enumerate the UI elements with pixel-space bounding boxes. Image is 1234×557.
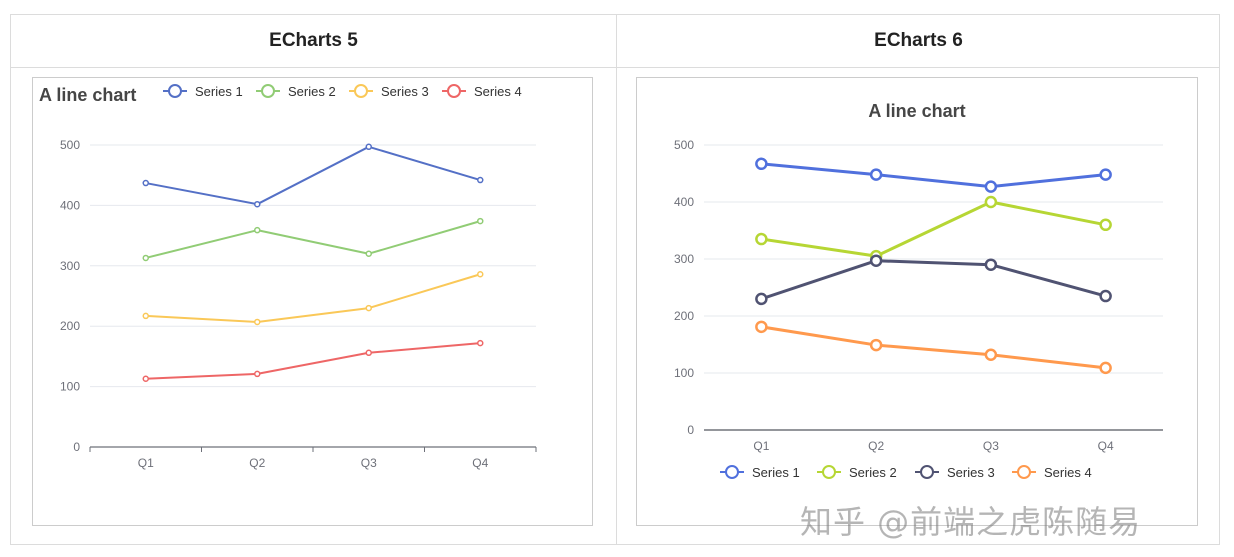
data-point <box>1099 289 1112 303</box>
data-point <box>984 258 998 271</box>
data-point <box>477 217 484 225</box>
data-point <box>254 200 261 208</box>
y-tick-label: 300 <box>60 259 80 273</box>
data-point <box>869 168 883 181</box>
y-tick-label: 500 <box>60 138 80 152</box>
legend-label: Series 4 <box>1044 465 1092 480</box>
legend-item-2[interactable]: Series 2 <box>817 465 897 480</box>
data-point <box>254 318 261 326</box>
legend-circle-icon <box>725 465 739 479</box>
series-line-1 <box>761 162 1106 189</box>
y-tick-label: 300 <box>674 252 694 266</box>
data-point <box>755 292 768 306</box>
series-line-2 <box>761 200 1106 258</box>
series-line-4 <box>145 342 481 380</box>
legend-circle-icon <box>168 84 182 98</box>
series-line-3 <box>760 259 1107 301</box>
data-point <box>755 157 768 171</box>
data-point <box>365 143 372 151</box>
legend-item-2[interactable]: Series 2 <box>256 84 336 99</box>
legend-label: Series 3 <box>381 84 429 99</box>
header-divider <box>11 67 1219 68</box>
data-point <box>984 348 998 362</box>
legend-label: Series 3 <box>947 465 995 480</box>
chart-title: A line chart <box>868 101 965 121</box>
data-point <box>142 179 149 187</box>
legend-circle-icon <box>354 84 368 98</box>
data-point <box>477 176 484 184</box>
x-tick-label: Q1 <box>138 456 154 470</box>
x-tick-label: Q4 <box>1098 439 1114 453</box>
legend-circle-icon <box>1017 465 1031 479</box>
data-point <box>755 232 768 246</box>
column-header-echarts5: ECharts 5 <box>269 30 358 51</box>
data-point <box>365 250 372 257</box>
data-point <box>755 320 768 334</box>
x-tick-label: Q4 <box>472 456 488 470</box>
y-tick-label: 400 <box>60 198 80 212</box>
data-point <box>142 254 149 262</box>
column-divider <box>616 15 617 544</box>
comparison-table: ECharts 5 ECharts 6 <box>10 14 1220 545</box>
x-tick-label: Q2 <box>249 456 265 470</box>
data-point <box>1099 168 1112 181</box>
x-tick-label: Q3 <box>361 456 377 470</box>
data-point <box>869 254 883 267</box>
legend-label: Series 2 <box>288 84 336 99</box>
data-point <box>869 338 883 352</box>
series-line-1 <box>145 145 481 206</box>
watermark: 知乎 @前端之虎陈随易 <box>800 503 1142 541</box>
legend-circle-icon <box>920 465 934 479</box>
legend-label: Series 2 <box>849 465 897 480</box>
data-point <box>142 312 149 320</box>
data-point <box>254 370 261 378</box>
y-tick-label: 100 <box>60 380 80 394</box>
y-tick-label: 0 <box>73 440 80 454</box>
legend-item-1[interactable]: Series 1 <box>163 84 243 99</box>
series-line-2 <box>145 220 481 259</box>
data-point <box>254 226 261 234</box>
legend-label: Series 1 <box>195 84 243 99</box>
y-tick-label: 500 <box>674 138 694 152</box>
legend-circle-icon <box>822 465 836 479</box>
line-chart-2: 0 100 200 300 400 500 Q1 Q2 Q3 Q4 A line chart Seri… <box>636 77 1198 526</box>
y-tick-label: 0 <box>687 423 694 437</box>
data-point <box>142 375 149 382</box>
legend-item-1[interactable]: Series 1 <box>720 465 800 480</box>
legend-label: Series 1 <box>752 465 800 480</box>
y-tick-label: 200 <box>674 309 694 323</box>
data-point <box>365 349 372 357</box>
data-point <box>477 271 484 278</box>
x-tick-label: Q2 <box>868 439 884 453</box>
legend-item-3[interactable]: Series 3 <box>349 84 429 99</box>
data-point <box>984 195 998 209</box>
chart-title: A line chart <box>39 85 136 105</box>
legend-item-4[interactable]: Series 4 <box>1012 465 1092 480</box>
data-point <box>477 339 484 347</box>
data-point <box>365 304 372 312</box>
x-tick-label: Q3 <box>983 439 999 453</box>
legend-item-4[interactable]: Series 4 <box>442 84 522 99</box>
legend-circle-icon <box>447 84 461 98</box>
series-line-3 <box>145 273 481 323</box>
data-point <box>1099 361 1112 375</box>
data-point <box>1099 218 1112 232</box>
legend-circle-icon <box>261 84 275 98</box>
legend-label: Series 4 <box>474 84 522 99</box>
column-header-echarts6: ECharts 6 <box>874 30 963 51</box>
line-chart-1: 0 100 200 300 400 500 Q1 Q2 Q3 Q4 A line chart Seri… <box>32 77 593 526</box>
x-tick-label: Q1 <box>753 439 769 453</box>
y-tick-label: 400 <box>674 195 694 209</box>
legend-item-3[interactable]: Series 3 <box>915 465 995 480</box>
y-tick-label: 200 <box>60 319 80 333</box>
y-tick-label: 100 <box>674 366 694 380</box>
series-line-4 <box>761 325 1106 370</box>
data-point <box>984 180 998 193</box>
